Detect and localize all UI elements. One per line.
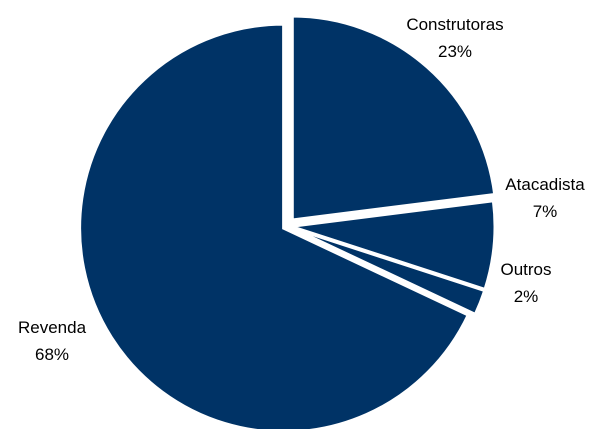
slice-label-atacadista: Atacadista [505,175,585,194]
slice-value-label-construtoras: 23% [438,42,472,61]
pie-slice-outros [290,226,487,317]
slice-label-outros: Outros [500,260,551,279]
pie-slice-revenda [78,22,471,434]
slice-label-construtoras: Construtoras [406,15,503,34]
pie-slice-construtoras [290,14,497,222]
slice-value-label-revenda: 68% [35,345,69,364]
slice-value-label-outros: 2% [514,287,539,306]
slice-value-label-atacadista: 7% [533,202,558,221]
slice-label-revenda: Revenda [18,318,87,337]
